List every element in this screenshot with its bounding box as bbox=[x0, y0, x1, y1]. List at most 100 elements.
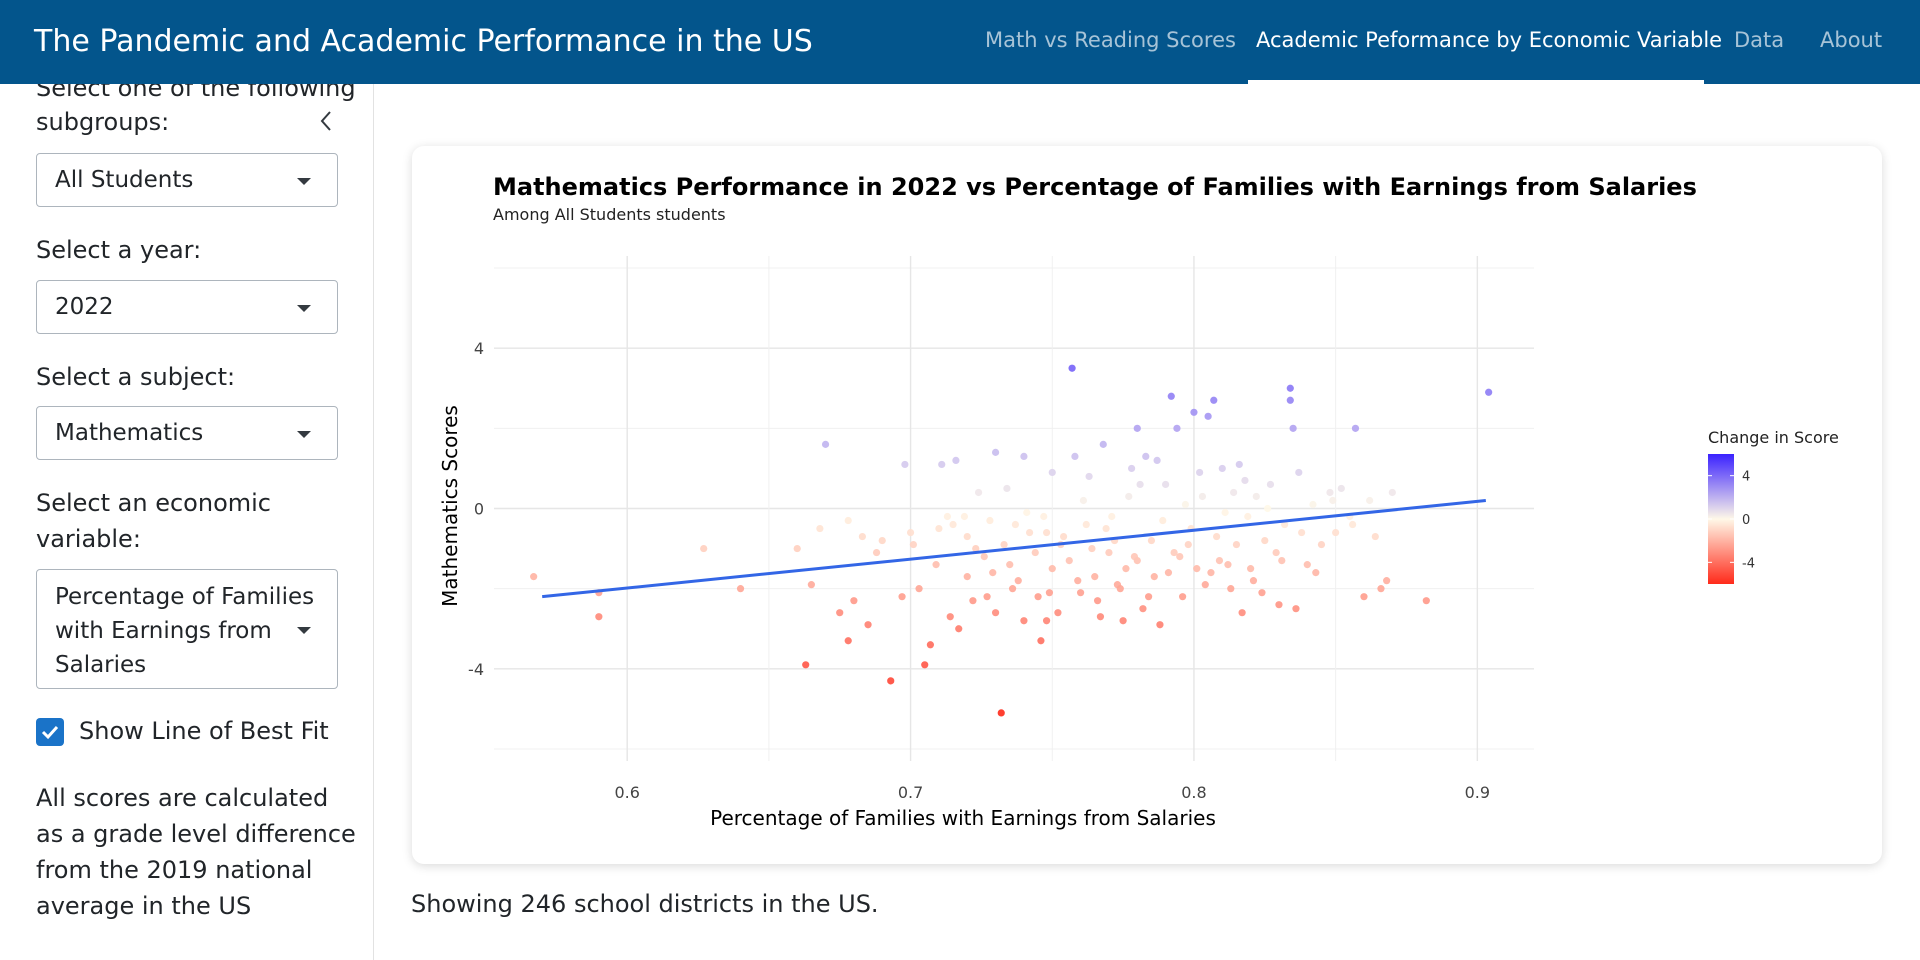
x-tick-label: 0.8 bbox=[1181, 783, 1206, 802]
collapse-sidebar-icon[interactable] bbox=[316, 106, 338, 136]
data-point bbox=[1082, 520, 1090, 529]
data-point bbox=[901, 460, 909, 469]
legend-tick-label: 0 bbox=[1742, 513, 1750, 528]
data-point bbox=[1371, 532, 1379, 541]
data-point bbox=[1388, 488, 1396, 497]
year-select[interactable]: 2022 bbox=[36, 280, 338, 334]
data-point bbox=[836, 609, 844, 617]
data-point bbox=[926, 641, 935, 649]
data-point bbox=[1139, 605, 1147, 613]
data-point bbox=[1289, 424, 1297, 432]
y-axis-ticks: -4 0 4 bbox=[468, 339, 484, 679]
subject-select[interactable]: Mathematics bbox=[36, 406, 338, 460]
data-point bbox=[1184, 540, 1192, 549]
data-point bbox=[932, 561, 940, 569]
data-point bbox=[1224, 561, 1232, 569]
legend-tick-label: 4 bbox=[1742, 470, 1750, 485]
data-point bbox=[909, 540, 918, 549]
data-point bbox=[1003, 484, 1011, 493]
econ-label-line1: Select an economic bbox=[36, 489, 271, 517]
econ-label-line2: variable: bbox=[36, 525, 141, 553]
subgroup-select[interactable]: All Students bbox=[36, 153, 338, 207]
data-point bbox=[1485, 388, 1493, 396]
chevron-down-icon bbox=[297, 431, 311, 438]
data-point bbox=[1281, 520, 1289, 529]
data-point bbox=[1366, 496, 1374, 505]
data-point bbox=[1349, 520, 1357, 529]
data-point bbox=[1422, 597, 1430, 605]
data-point bbox=[700, 544, 708, 553]
chart-title: Mathematics Performance in 2022 vs Perce… bbox=[493, 173, 1697, 201]
chevron-down-icon bbox=[297, 305, 311, 312]
data-point bbox=[946, 613, 954, 621]
best-fit-label[interactable]: Show Line of Best Fit bbox=[79, 717, 329, 745]
data-point bbox=[991, 609, 1000, 617]
data-point bbox=[1329, 496, 1337, 505]
y-tick-label: -4 bbox=[468, 660, 484, 679]
data-point bbox=[807, 581, 815, 589]
legend-tick-label: -4 bbox=[1742, 556, 1755, 571]
color-legend: Change in Score 4 0 -4 bbox=[1708, 428, 1839, 584]
data-point bbox=[1150, 573, 1158, 581]
data-point bbox=[1031, 548, 1039, 557]
chart-subtitle: Among All Students students bbox=[493, 205, 726, 224]
data-point bbox=[935, 524, 943, 533]
data-point bbox=[1162, 480, 1170, 489]
data-point bbox=[991, 448, 1000, 456]
data-point bbox=[1238, 609, 1246, 617]
data-point bbox=[1076, 589, 1085, 597]
subgroup-label-line2: subgroups: bbox=[36, 108, 170, 136]
economic-variable-select[interactable]: Percentage of Families with Earnings fro… bbox=[36, 569, 338, 689]
data-point bbox=[963, 532, 971, 541]
data-point bbox=[1085, 472, 1093, 481]
data-point bbox=[1014, 577, 1022, 585]
best-fit-checkbox[interactable] bbox=[36, 718, 64, 746]
subgroup-label-line1: Select one of the following bbox=[36, 84, 356, 102]
data-point bbox=[1011, 520, 1020, 529]
legend-title: Change in Score bbox=[1708, 428, 1839, 447]
data-point bbox=[1176, 552, 1184, 561]
data-point bbox=[1088, 544, 1096, 553]
data-point bbox=[1193, 565, 1201, 573]
tab-economic-variable[interactable]: Academic Peformance by Economic Variable bbox=[1256, 28, 1723, 52]
data-point bbox=[736, 585, 745, 593]
tab-math-vs-reading[interactable]: Math vs Reading Scores bbox=[985, 28, 1236, 52]
data-point bbox=[1298, 528, 1306, 537]
data-point bbox=[1286, 384, 1294, 392]
data-point bbox=[1235, 460, 1243, 469]
data-point bbox=[969, 597, 977, 605]
data-point bbox=[980, 552, 988, 561]
data-point bbox=[972, 544, 980, 553]
subject-label: Select a subject: bbox=[36, 363, 236, 391]
data-point bbox=[989, 569, 997, 577]
sidebar[interactable]: Select one of the following subgroups: A… bbox=[0, 84, 374, 960]
data-point bbox=[1266, 480, 1275, 489]
chevron-down-icon bbox=[297, 178, 311, 185]
data-point bbox=[530, 573, 538, 581]
data-point bbox=[1173, 424, 1181, 432]
data-point bbox=[1241, 476, 1249, 485]
data-point bbox=[858, 532, 866, 541]
data-point bbox=[1164, 569, 1173, 577]
tab-about[interactable]: About bbox=[1820, 28, 1883, 52]
data-point bbox=[1360, 593, 1368, 601]
tab-data[interactable]: Data bbox=[1734, 28, 1785, 52]
econ-select-value-line2: with Earnings from bbox=[55, 618, 272, 644]
data-point bbox=[1210, 396, 1218, 404]
data-point bbox=[1130, 552, 1139, 561]
data-point bbox=[1159, 516, 1167, 525]
x-tick-label: 0.7 bbox=[898, 783, 923, 802]
data-point bbox=[793, 544, 801, 553]
data-point bbox=[1377, 585, 1385, 593]
data-point bbox=[1204, 412, 1212, 420]
data-point bbox=[1074, 577, 1082, 585]
data-point bbox=[1272, 548, 1280, 557]
subgroup-select-value: All Students bbox=[55, 167, 194, 193]
data-point bbox=[1065, 557, 1073, 565]
data-point bbox=[1147, 536, 1156, 545]
data-point bbox=[1181, 500, 1190, 509]
data-point bbox=[986, 516, 994, 525]
data-point bbox=[1045, 589, 1054, 597]
data-point bbox=[1122, 565, 1130, 573]
data-point bbox=[1105, 548, 1113, 557]
